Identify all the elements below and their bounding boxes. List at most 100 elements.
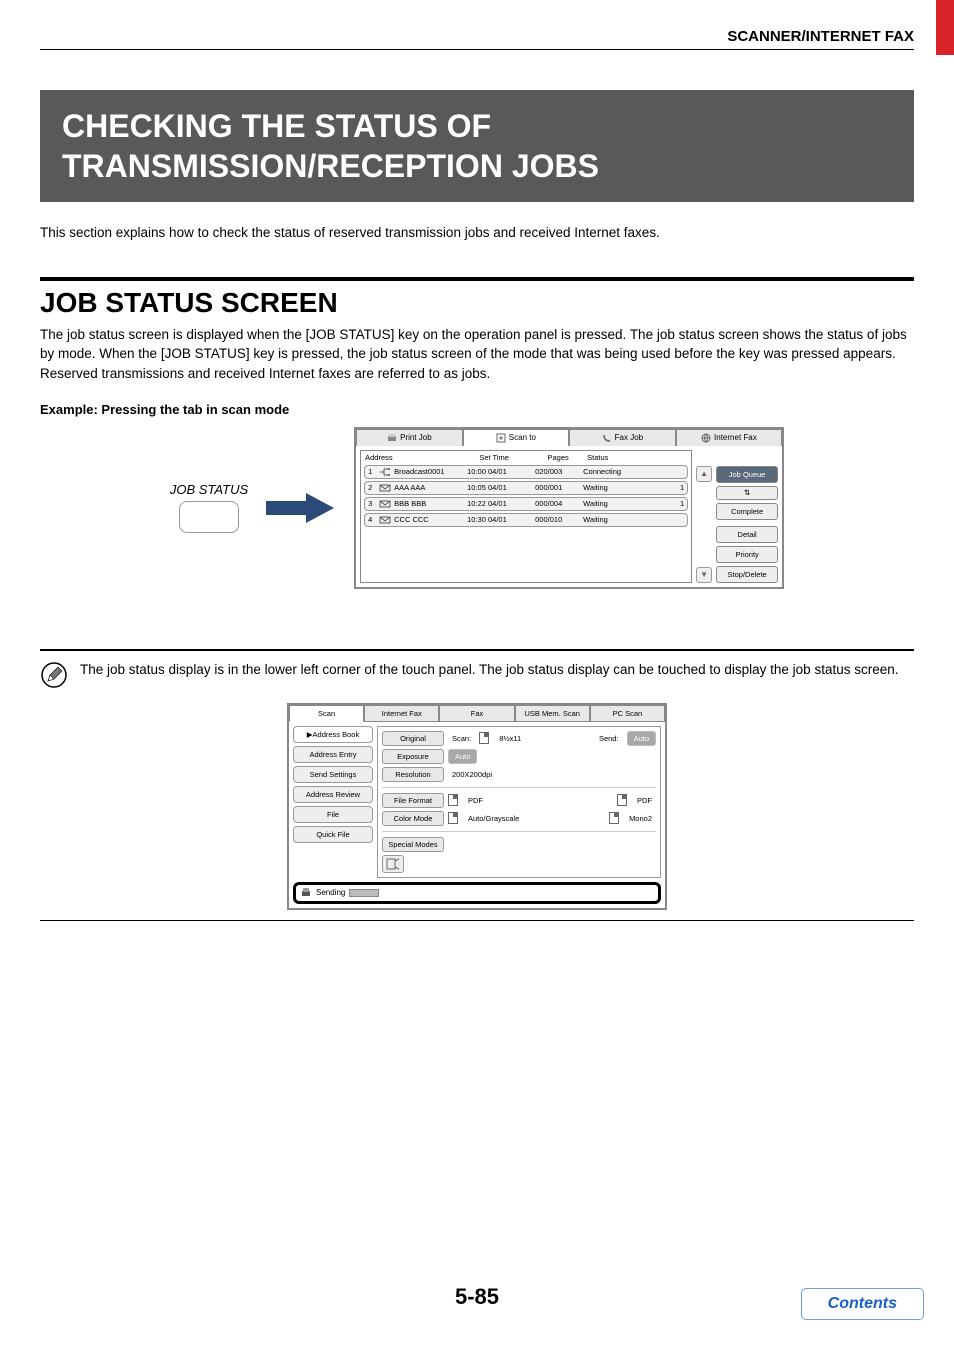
job-row-count: 1 [674,483,684,492]
tab-fax-job[interactable]: Fax Job [569,429,676,446]
file-button[interactable]: File [293,806,373,823]
job-row-status: Waiting [583,515,671,524]
broadcast-icon [379,467,391,477]
tab-fax-job-label: Fax Job [615,433,643,442]
original-button[interactable]: Original [382,731,444,746]
red-accent-bar [936,0,954,55]
job-queue-button[interactable]: Job Queue [716,466,778,483]
address-book-button[interactable]: ▶Address Book [293,726,373,743]
job-row-time: 10:22 04/01 [467,499,532,508]
mail-icon [379,483,391,493]
tab-scan-to-label: Scan to [509,433,536,442]
job-row-status: Connecting [583,467,671,476]
scan-val: 8½x11 [495,732,525,745]
swap-icon: ⇅ [716,486,778,500]
tab-fax[interactable]: Fax [439,705,514,722]
page-header: SCANNER/INTERNET FAX [40,28,914,50]
scan-label: Scan: [448,732,475,745]
job-row-addr: Broadcast0001 [394,467,464,476]
ff-val1: PDF [464,794,487,807]
page-icon [617,794,627,806]
quick-file-button[interactable]: Quick File [293,826,373,843]
col-address: Address [365,453,455,462]
complete-button[interactable]: Complete [716,503,778,520]
job-status-key-button [179,501,239,533]
job-row-num: 2 [368,483,376,492]
tab-print-job[interactable]: Print Job [356,429,463,446]
job-row-addr: AAA AAA [394,483,464,492]
job-row-pages: 000/001 [535,483,580,492]
ff-val2: PDF [633,794,656,807]
printer-icon [300,887,312,899]
job-row-time: 10:30 04/01 [467,515,532,524]
arrow-right-icon [266,491,336,525]
job-row[interactable]: 4 CCC CCC 10:30 04/01 000/010 Waiting [364,513,688,527]
job-row-num: 1 [368,467,376,476]
color-mode-button[interactable]: Color Mode [382,811,444,826]
tab-internet-fax[interactable]: Internet Fax [676,429,783,446]
pencil-note-icon [40,661,68,689]
stop-delete-button[interactable]: Stop/Delete [716,566,778,583]
page-icon [448,812,458,824]
section-body-1: The job status screen is displayed when … [40,325,914,364]
address-entry-button[interactable]: Address Entry [293,746,373,763]
exposure-button[interactable]: Exposure [382,749,444,764]
job-row-time: 10:00 04/01 [467,467,532,476]
job-row-pages: 020/003 [535,467,580,476]
resolution-button[interactable]: Resolution [382,767,444,782]
tab-print-job-label: Print Job [400,433,432,442]
note-text: The job status display is in the lower l… [80,661,898,680]
job-row-num: 4 [368,515,376,524]
job-row-status: Waiting [583,483,671,492]
job-row-pages: 000/010 [535,515,580,524]
page-icon [448,794,458,806]
address-review-button[interactable]: Address Review [293,786,373,803]
scroll-up-button[interactable]: ▲ [696,466,712,482]
sending-label: Sending [316,888,345,897]
job-status-key-figure: JOB STATUS [170,482,248,533]
section-heading: JOB STATUS SCREEN [40,287,914,319]
contents-button[interactable]: Contents [801,1288,924,1320]
col-settime: Set Time [459,453,529,462]
job-row[interactable]: 3 BBB BBB 10:22 04/01 000/004 Waiting 1 [364,497,688,511]
job-row-status: Waiting [583,499,671,508]
job-row-addr: CCC CCC [394,515,464,524]
mail-icon [379,499,391,509]
example-label: Example: Pressing the tab in scan mode [40,402,914,417]
preview-icon[interactable] [382,855,404,873]
mail-icon [379,515,391,525]
page-icon [609,812,619,824]
job-status-screen: Print Job Scan to Fax Job Internet Fax [354,427,784,589]
tab-scan-to[interactable]: Scan to [463,429,570,446]
send-val: Auto [627,731,656,746]
job-row-num: 3 [368,499,376,508]
page-title: CHECKING THE STATUS OF TRANSMISSION/RECE… [40,90,914,202]
job-list-panel: Address Set Time Pages Status 1 Broadcas… [360,450,692,583]
job-status-touch-area[interactable]: Sending [293,882,661,904]
scan-mode-screen: Scan Internet Fax Fax USB Mem. Scan PC S… [287,703,667,910]
tab-scan[interactable]: Scan [289,705,364,722]
job-row[interactable]: 1 Broadcast0001 10:00 04/01 020/003 Conn… [364,465,688,479]
job-status-key-label: JOB STATUS [170,482,248,497]
tab-internet-fax-label: Internet Fax [714,433,757,442]
resolution-val: 200X200dpi [448,768,496,781]
job-row-pages: 000/004 [535,499,580,508]
tab-ifax[interactable]: Internet Fax [364,705,439,722]
job-row-addr: BBB BBB [394,499,464,508]
special-modes-button[interactable]: Special Modes [382,837,444,852]
col-pages: Pages [533,453,583,462]
intro-text: This section explains how to check the s… [40,224,914,243]
tab-pc[interactable]: PC Scan [590,705,665,722]
file-format-button[interactable]: File Format [382,793,444,808]
col-status: Status [587,453,687,462]
scroll-down-button[interactable]: ▼ [696,567,712,583]
job-row-count: 1 [674,499,684,508]
progress-bar [349,889,379,897]
priority-button[interactable]: Priority [716,546,778,563]
send-label: Send: [595,732,623,745]
tab-usb[interactable]: USB Mem. Scan [515,705,590,722]
cm-val1: Auto/Grayscale [464,812,523,825]
send-settings-button[interactable]: Send Settings [293,766,373,783]
detail-button[interactable]: Detail [716,526,778,543]
job-row[interactable]: 2 AAA AAA 10:05 04/01 000/001 Waiting 1 [364,481,688,495]
